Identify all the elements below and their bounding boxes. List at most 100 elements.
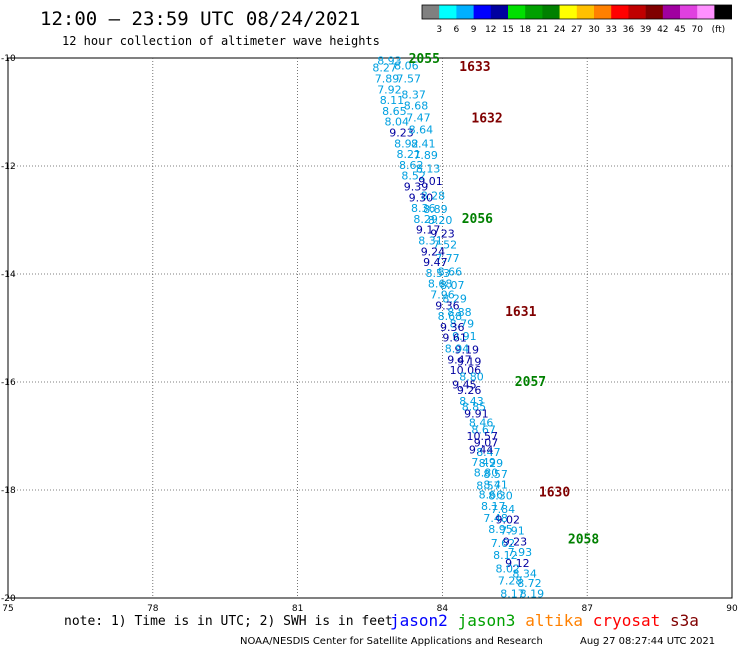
colorbar-swatch: [422, 5, 440, 19]
wave-height-label: 8.41: [411, 137, 436, 150]
colorbar-label: 18: [519, 25, 531, 35]
grid-lines: [8, 58, 732, 598]
colorbar-label: 45: [674, 25, 685, 35]
wave-height-label: 7.57: [397, 73, 422, 86]
wave-height-label: 10.57: [467, 430, 499, 443]
pass-number-label: 1632: [471, 112, 502, 127]
pass-number-label: 1631: [505, 305, 536, 320]
wave-height-label: 9.36: [440, 321, 465, 334]
plot-frame: [7, 57, 733, 599]
wave-height-label: 9.30: [409, 191, 434, 204]
wave-height-label: 8.88: [447, 306, 472, 319]
wave-height-label: 8.79: [450, 318, 475, 331]
wave-height-label: 8.17: [481, 500, 506, 513]
wave-height-label: 8.62: [399, 159, 424, 172]
wave-height-label: 9.07: [474, 437, 499, 450]
wave-height-label: 8.95: [488, 523, 513, 536]
observation-labels: 8.938.068.277.897.577.92 8.378.11 8.688.65…: [372, 55, 544, 601]
colorbar-label: 12: [485, 25, 496, 35]
wave-height-label: 8.30: [488, 489, 513, 502]
wave-height-label: 8.53: [426, 267, 451, 280]
wave-height-label: 9.36: [435, 299, 460, 312]
colorbar-swatch: [473, 5, 492, 19]
wave-height-label: 8.37: [401, 89, 426, 102]
x-tick-label: 87: [581, 604, 592, 614]
wave-height-label: 8.80: [474, 467, 499, 480]
wave-height-label: 8.92: [394, 137, 419, 150]
wave-height-label: 8.07: [440, 279, 465, 292]
wave-height-label: 8.11: [380, 94, 405, 107]
pass-number-label: 2056: [462, 212, 493, 227]
wave-height-label: 8.66: [479, 488, 504, 501]
wave-height-label: 8.20: [428, 214, 453, 227]
colorbar-label: 42: [657, 25, 668, 35]
wave-height-label: 9.19: [457, 356, 482, 369]
footnote: note: 1) Time is in UTC; 2) SWH is in fe…: [64, 614, 393, 629]
wave-height-label: 9.23: [430, 228, 455, 241]
wave-height-label: 8.66: [438, 265, 463, 278]
wave-height-label: 9.02: [496, 514, 521, 527]
colorbar-swatch: [714, 5, 732, 19]
x-tick-label: 84: [437, 604, 449, 614]
wave-height-label: 8.28: [421, 190, 446, 203]
y-tick-label: -14: [1, 270, 16, 280]
wave-height-label: 7.89: [413, 149, 438, 162]
wave-height-label: 8.06: [394, 60, 419, 73]
wave-height-label: 8.94: [445, 343, 470, 356]
wave-height-label: 9.47: [423, 256, 448, 269]
wave-height-label: 9.24: [421, 245, 446, 258]
wave-height-label: 8.17: [500, 588, 525, 601]
y-tick-label: -16: [1, 378, 16, 388]
colorbar-label: 27: [571, 25, 582, 35]
pass-labels: 2055 1633 1632 2056 1631 2057 1630 2058: [409, 52, 600, 548]
wave-height-label: 9.61: [442, 332, 467, 345]
colorbar-swatch: [628, 5, 646, 19]
colorbar-swatch: [594, 5, 612, 19]
wave-height-label: 8.80: [459, 371, 484, 384]
wave-height-label: 8.65: [382, 105, 407, 118]
x-tick-label: 81: [292, 604, 303, 614]
wave-height-label: 8.04: [385, 116, 410, 129]
wave-height-label: 8.34: [512, 568, 537, 581]
pass-number-label: 2055: [409, 52, 440, 67]
pass-number-label: 1633: [459, 60, 490, 75]
wave-height-label: 8.13: [416, 163, 441, 176]
x-tick-label: 75: [2, 604, 13, 614]
y-tick-label: -18: [1, 486, 16, 496]
wave-height-label: 7.49: [471, 456, 496, 469]
colorbar-swatch: [542, 5, 560, 19]
wave-height-label: 8.21: [397, 148, 422, 161]
satellite-legend-s3a: s3a: [670, 611, 699, 630]
wave-height-label: 8.47: [476, 446, 501, 459]
wave-height-label: 8.46: [469, 417, 494, 430]
chart-title: 12:00 – 23:59 UTC 08/24/2021: [40, 8, 360, 30]
wave-height-label: 9.47: [447, 353, 472, 366]
x-tick-label: 90: [726, 604, 738, 614]
wave-height-label: 9.91: [464, 407, 489, 420]
wave-height-label: 8.93: [377, 55, 402, 68]
colorbar-label: 24: [554, 25, 566, 35]
wave-height-label: 8.36: [411, 202, 436, 215]
wave-height-label: 8.52: [401, 170, 426, 183]
wave-height-label: 7.91: [500, 525, 525, 538]
colorbar-label: 39: [640, 25, 652, 35]
wave-height-label: 8.68: [428, 278, 453, 291]
chart-subtitle: 12 hour collection of altimeter wave hei…: [62, 34, 380, 48]
colorbar-label: 9: [471, 25, 477, 35]
wave-height-label: 7.84: [491, 503, 516, 516]
x-tick-label: 78: [147, 604, 159, 614]
wave-height-label: 8.29: [413, 213, 438, 226]
colorbar-unit: (ft): [712, 25, 726, 35]
pass-number-label: 1630: [539, 486, 570, 501]
colorbar-swatch: [576, 5, 595, 19]
wave-height-label: 10.06: [450, 364, 482, 377]
wave-height-label: 9.17: [416, 224, 441, 237]
colorbar-swatch: [525, 5, 543, 19]
wave-height-label: 8.12: [493, 549, 517, 562]
wave-height-label: 9.44: [469, 444, 494, 457]
timestamp: Aug 27 08:27:44 UTC 2021: [580, 636, 715, 647]
wave-height-label: 7.48: [483, 512, 508, 525]
colorbar-swatch: [559, 5, 578, 19]
credit-line: NOAA/NESDIS Center for Satellite Applica…: [240, 636, 543, 647]
wave-height-label: 9.01: [418, 175, 443, 188]
